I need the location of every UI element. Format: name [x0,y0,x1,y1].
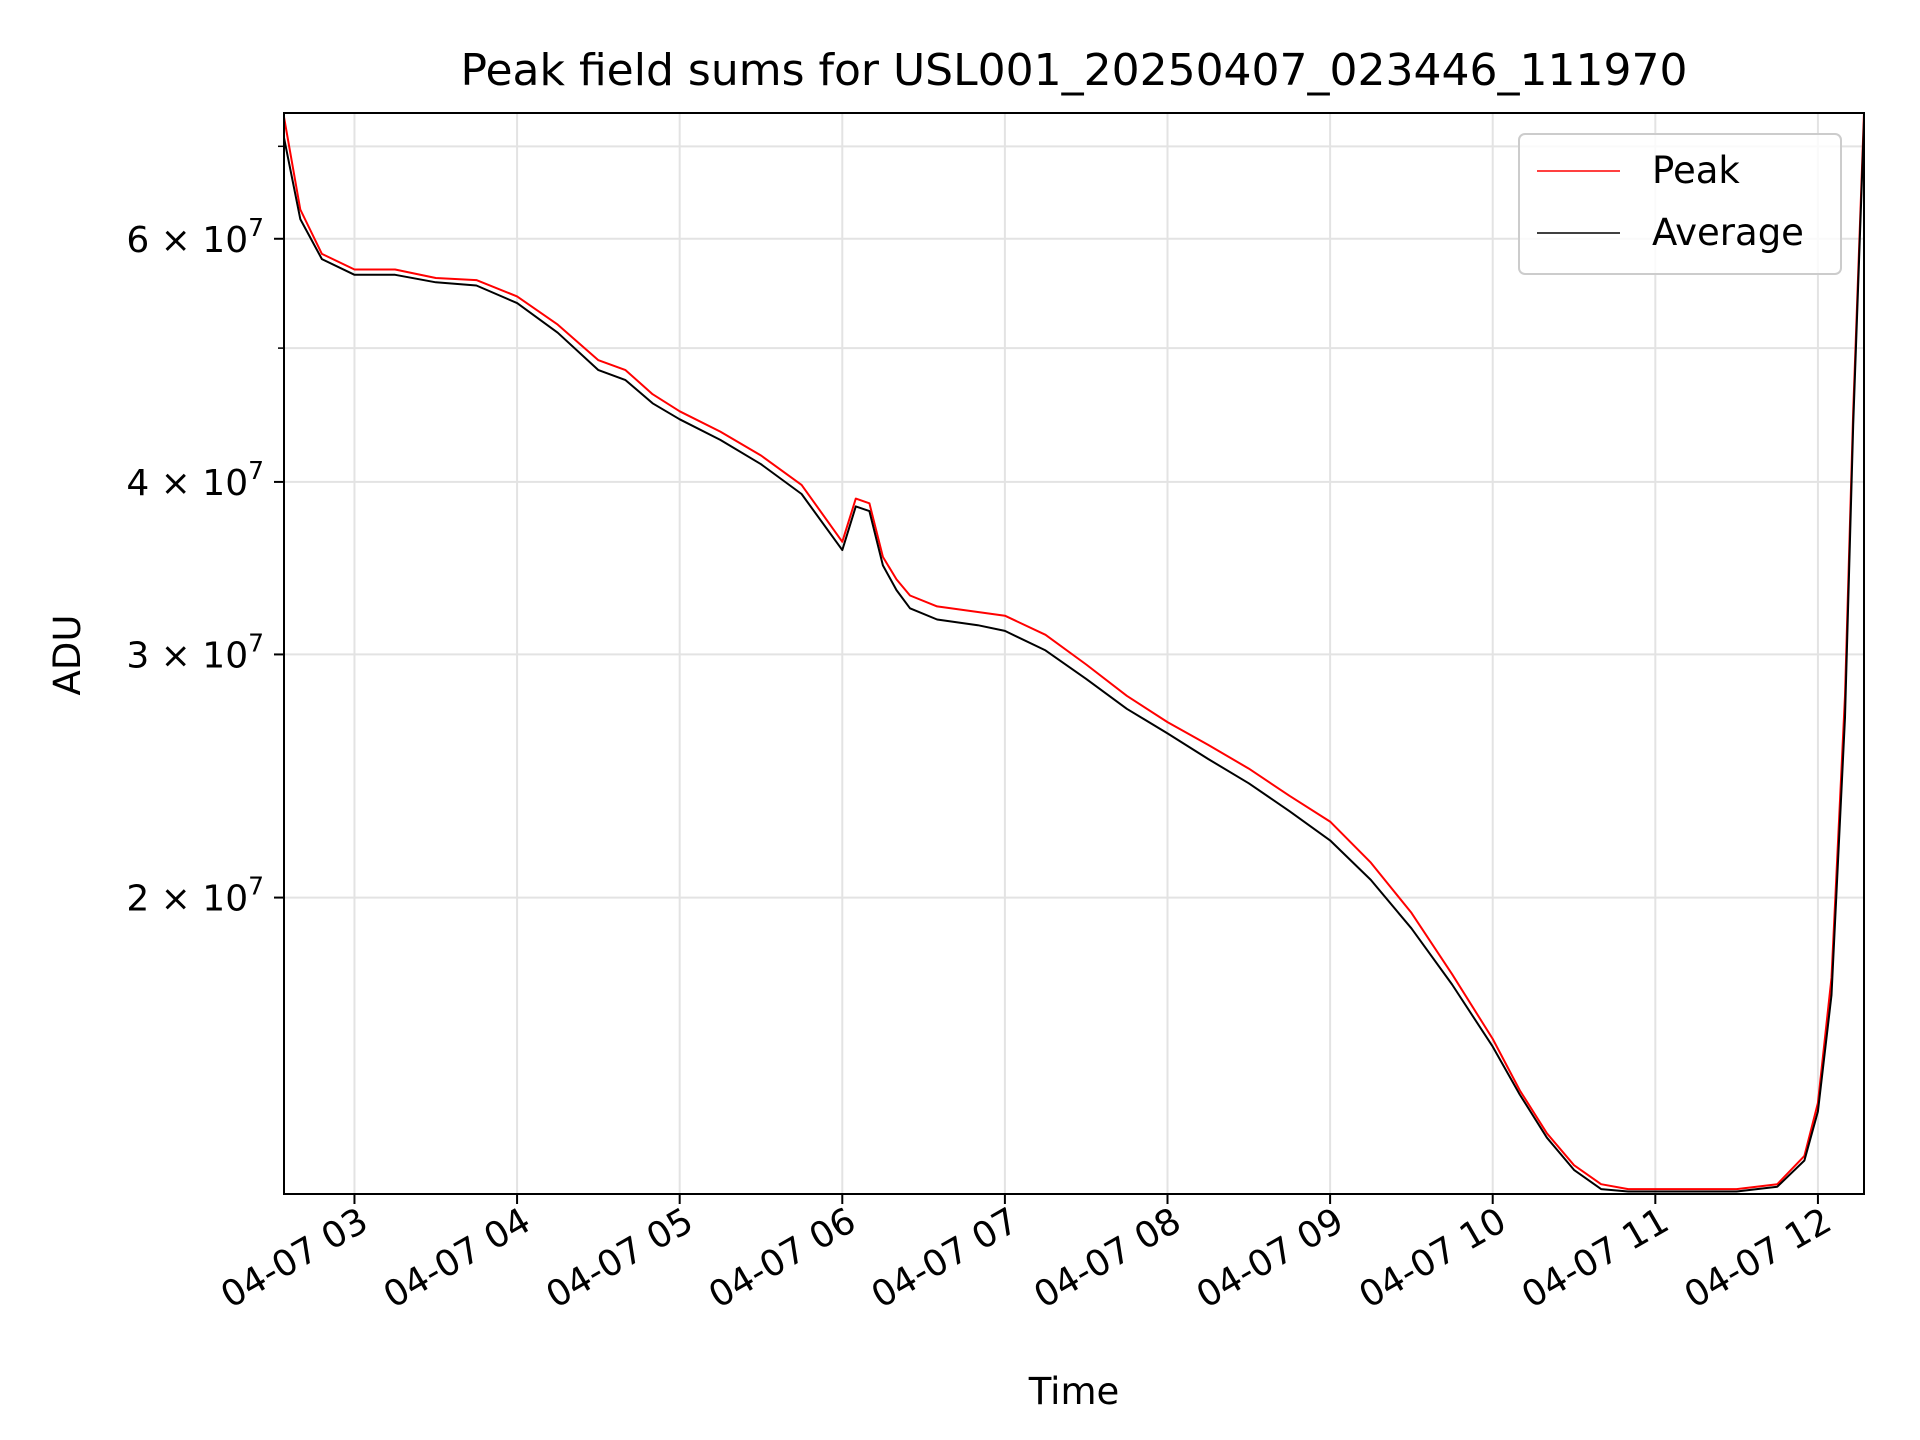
y-tick-label: 3 × 107 [126,628,264,676]
y-tick-exponent: 7 [248,456,264,485]
series-line-average [284,121,1864,1193]
y-tick-label: 6 × 107 [126,213,264,261]
series-line-peak [284,113,1864,1191]
y-tick-exponent: 7 [248,628,264,657]
y-tick-exponent: 7 [248,872,264,901]
y-tick-base: × 10 [149,635,248,676]
legend-item-peak[interactable]: Peak [1537,149,1740,192]
y-axis-label: ADU [46,615,89,696]
y-tick-exponent: 7 [248,213,264,242]
legend-item-average[interactable]: Average [1537,211,1804,254]
legend-label-peak: Peak [1652,149,1740,192]
y-tick-base: × 10 [149,463,248,504]
x-axis-label: Time [1028,1370,1120,1413]
chart-title: Peak field sums for USL001_20250407_0234… [461,45,1688,96]
y-tick-base: × 10 [149,879,248,920]
y-tick-label: 4 × 107 [126,456,264,504]
y-tick-label: 2 × 107 [126,872,264,920]
series-group [284,113,1864,1193]
legend[interactable]: Peak Average [1518,133,1842,275]
y-tick-mantissa: 3 [126,635,149,676]
y-tick-base: × 10 [149,220,248,261]
y-tick-mantissa: 4 [126,463,149,504]
legend-box [1518,133,1842,275]
y-tick-mantissa: 6 [126,220,149,261]
legend-label-average: Average [1652,211,1804,254]
y-tick-mantissa: 2 [126,879,149,920]
grid [284,113,1864,1194]
